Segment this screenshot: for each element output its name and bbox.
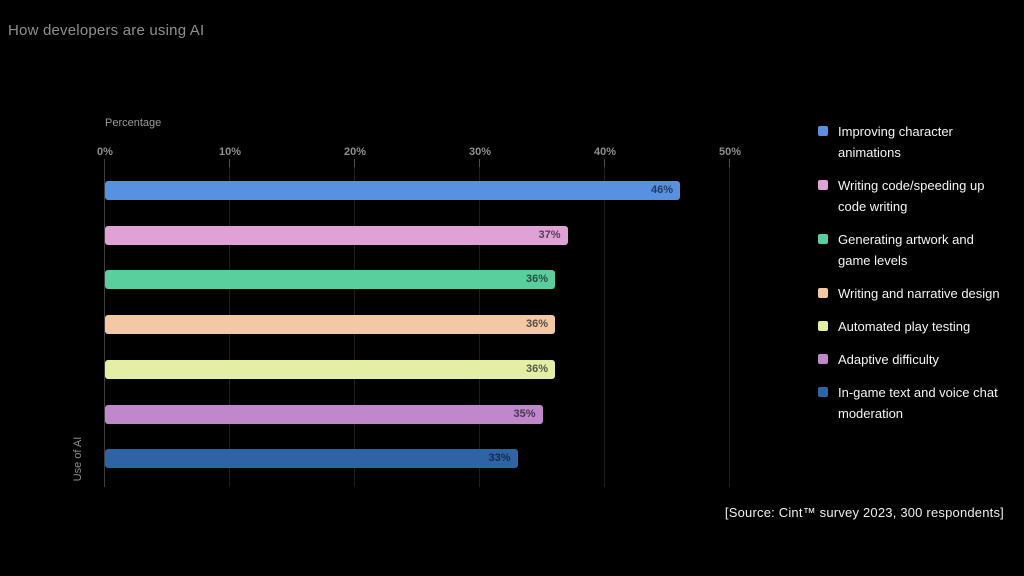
x-tick-label: 30% <box>468 146 492 158</box>
legend-label: Writing and narrative design <box>838 286 1000 301</box>
legend-item: Automated play testing <box>818 316 1014 337</box>
legend-label: Writing code/speeding up code writing <box>838 178 985 214</box>
bar-value-label: 35% <box>513 408 536 420</box>
bar-value-label: 37% <box>538 229 561 241</box>
x-tick-label: 20% <box>343 146 367 158</box>
legend-item: Generating artwork and game levels <box>818 229 1014 271</box>
legend-label: In-game text and voice chat moderation <box>838 385 998 421</box>
bar-value-label: 36% <box>525 363 548 375</box>
legend-item: Adaptive difficulty <box>818 349 1014 370</box>
x-tick-mark <box>729 159 730 167</box>
chart-title: How developers are using AI <box>8 22 205 39</box>
x-tick-mark <box>354 159 355 167</box>
bar-7: 33% <box>105 449 518 468</box>
bar-value-label: 36% <box>525 318 548 330</box>
bar-2: 37% <box>105 226 568 245</box>
legend-item: Writing code/speeding up code writing <box>818 175 1014 217</box>
legend-label: Generating artwork and game levels <box>838 232 974 268</box>
x-tick-label: 40% <box>593 146 617 158</box>
legend-item: In-game text and voice chat moderation <box>818 382 1014 424</box>
bar-4: 36% <box>105 315 555 334</box>
x-tick-mark <box>604 159 605 167</box>
x-tick-mark <box>229 159 230 167</box>
legend-label: Improving character animations <box>838 124 953 160</box>
legend-item: Writing and narrative design <box>818 283 1014 304</box>
bar-value-label: 46% <box>650 184 673 196</box>
bar-6: 35% <box>105 405 543 424</box>
x-tick-label: 0% <box>97 146 113 158</box>
legend-swatch-icon <box>818 126 828 136</box>
legend-swatch-icon <box>818 288 828 298</box>
legend-label: Automated play testing <box>838 319 971 334</box>
source-citation: [Source: Cint™ survey 2023, 300 responde… <box>724 505 1004 520</box>
bar-value-label: 33% <box>488 452 511 464</box>
bar-5: 36% <box>105 360 555 379</box>
x-tick-label: 50% <box>718 146 742 158</box>
legend-swatch-icon <box>818 321 828 331</box>
legend: Improving character animations Writing co… <box>818 121 1014 436</box>
bar-value-label: 36% <box>525 273 548 285</box>
x-axis-title: Percentage <box>105 117 162 129</box>
gridline <box>604 167 605 487</box>
gridline <box>729 167 730 487</box>
legend-swatch-icon <box>818 234 828 244</box>
legend-swatch-icon <box>818 180 828 190</box>
legend-item: Improving character animations <box>818 121 1014 163</box>
legend-swatch-icon <box>818 354 828 364</box>
legend-swatch-icon <box>818 387 828 397</box>
y-axis-line <box>104 159 105 487</box>
x-tick-mark <box>479 159 480 167</box>
legend-label: Adaptive difficulty <box>838 352 939 367</box>
bar-1: 46% <box>105 181 680 200</box>
y-axis-title: Use of AI <box>72 436 84 482</box>
bar-3: 36% <box>105 270 555 289</box>
x-tick-label: 10% <box>218 146 242 158</box>
